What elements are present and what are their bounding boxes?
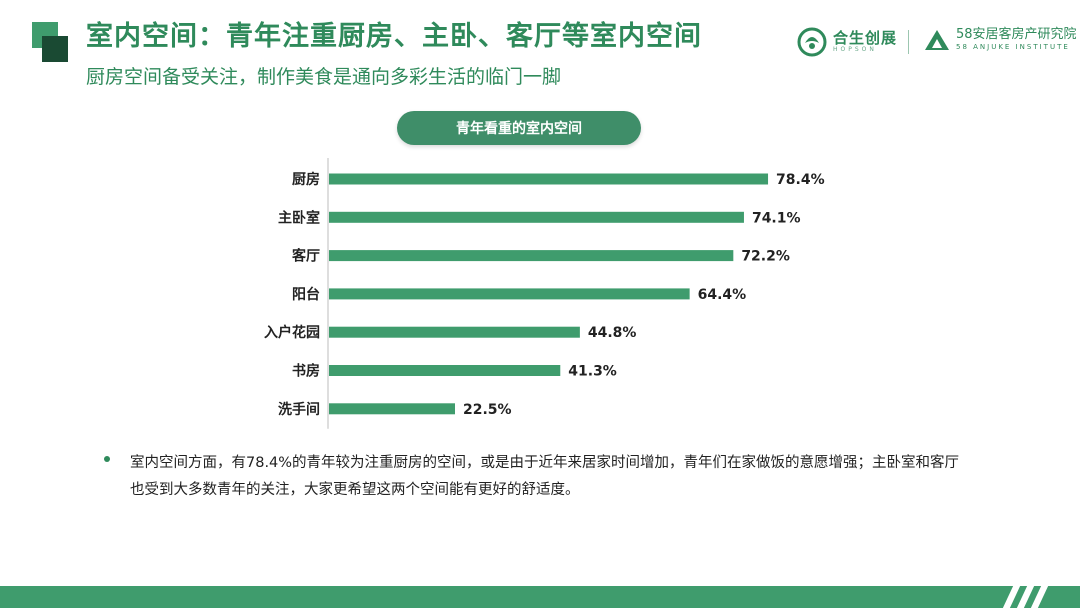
anjuke-logo-en: 58 ANJUKE INSTITUTE (956, 43, 1070, 51)
category-label: 书房 (292, 363, 320, 380)
data-label: 78.4% (776, 172, 825, 188)
category-label: 厨房 (292, 171, 320, 188)
data-label: 64.4% (698, 287, 747, 303)
category-label: 客厅 (291, 248, 320, 265)
summary-note: 室内空间方面，有78.4%的青年较为注重厨房的空间，或是由于近年来居家时间增加，… (130, 455, 960, 498)
logo-divider (908, 30, 909, 54)
hopson-logo-en: HOPSON (833, 46, 877, 53)
bar (329, 211, 744, 223)
bullet-icon (104, 456, 110, 462)
anjuke-logo-cn: 58安居客房产研究院 (956, 27, 1077, 42)
anjuke-logo-icon (925, 29, 949, 50)
data-label: 44.8% (588, 325, 637, 341)
category-label: 洗手间 (278, 401, 320, 418)
hopson-logo-icon (797, 27, 827, 57)
data-label: 22.5% (463, 402, 512, 418)
header-square-dark (42, 36, 68, 62)
category-label: 入户花园 (264, 324, 320, 341)
bar (329, 403, 455, 415)
chart-title: 青年看重的室内空间 (397, 111, 641, 145)
data-label: 74.1% (752, 210, 801, 226)
data-label: 41.3% (568, 364, 617, 380)
bar (329, 365, 561, 376)
data-label: 72.2% (741, 249, 790, 265)
bar (329, 173, 769, 185)
bar (329, 326, 580, 338)
anjuke-logo: 58安居客房产研究院 58 ANJUKE INSTITUTE (924, 27, 1077, 52)
bar (329, 250, 734, 262)
hopson-logo-cn: 合生创展 (833, 29, 898, 47)
category-label: 主卧室 (278, 209, 320, 226)
category-label: 阳台 (292, 286, 320, 303)
bar-chart: 厨房 78.4% 主卧室 74.1% 客厅 72.2% 阳台 64.4% 入户花园 44.8% 书房… (264, 158, 825, 429)
bar (329, 288, 690, 300)
hopson-logo: 合生创展 HOPSON (797, 27, 897, 57)
page-title: 室内空间：青年注重厨房、主卧、客厅等室内空间 (86, 21, 702, 52)
footer-bar (0, 586, 1080, 608)
page-subtitle: 厨房空间备受关注，制作美食是通向多彩生活的临门一脚 (86, 66, 562, 88)
